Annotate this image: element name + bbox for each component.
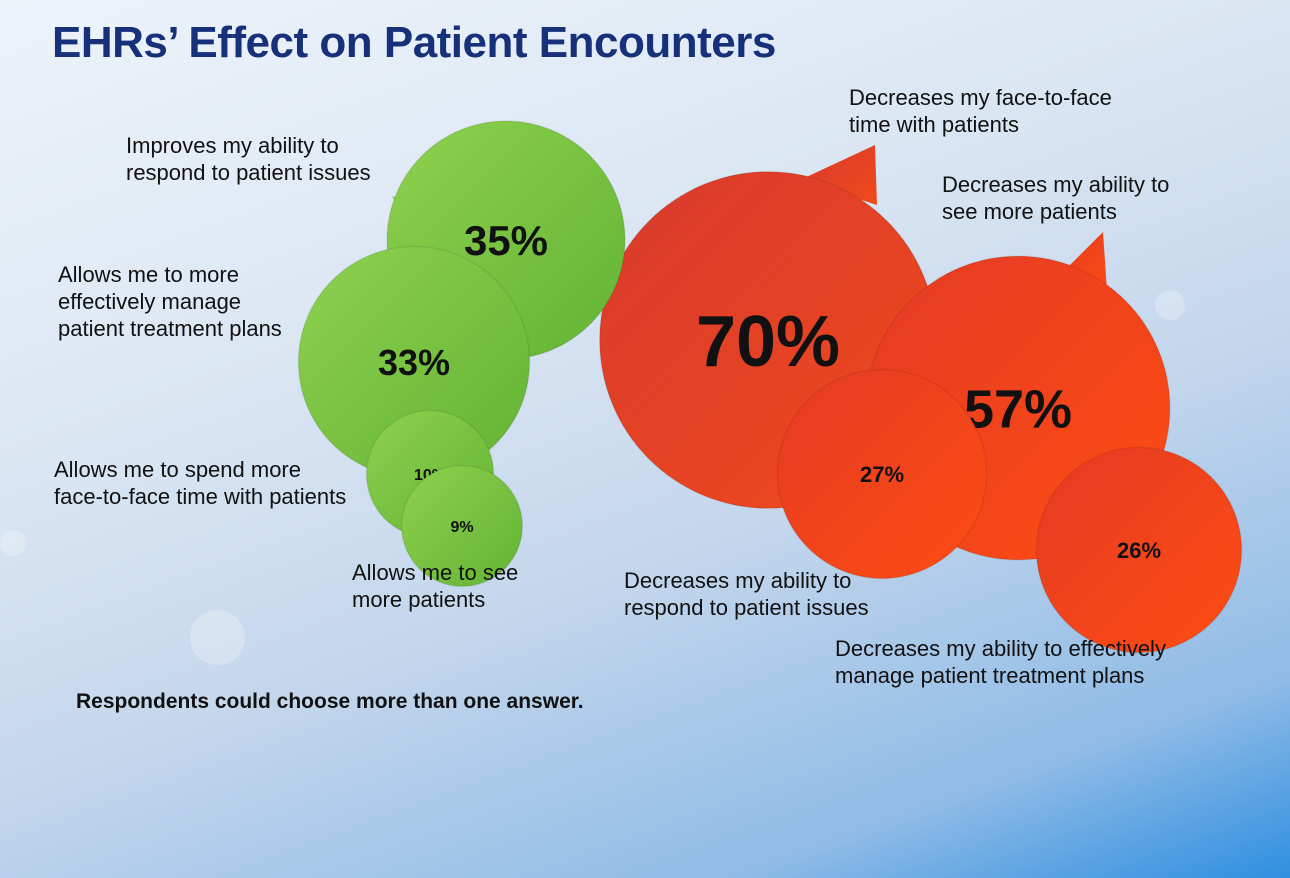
- decorative-glow: [1155, 290, 1185, 320]
- footnote: Respondents could choose more than one a…: [76, 690, 584, 713]
- decorative-glow: [0, 530, 26, 556]
- bubble-value-label: 26%: [1117, 538, 1161, 563]
- decorative-glow: [190, 610, 245, 665]
- label-negative-respond-issues: Decreases my ability to respond to patie…: [624, 568, 869, 620]
- label-positive-respond-issues: Improves my ability to respond to patien…: [126, 133, 371, 185]
- bubble-decreases-manage-plans: 26%: [1035, 446, 1243, 654]
- bubble-manage-plans: 33%: [297, 245, 531, 479]
- bubble-value-label: 33%: [378, 342, 450, 383]
- bubble-circle: [1035, 446, 1243, 654]
- bubble-circle: [776, 368, 988, 580]
- bubble-value-label: 57%: [964, 379, 1072, 439]
- label-negative-see-patients: Decreases my ability to see more patient…: [942, 172, 1170, 224]
- bubble-value-label: 27%: [860, 462, 904, 487]
- bubble-circle: [400, 464, 524, 588]
- bubble-value-label: 70%: [696, 302, 840, 382]
- label-positive-face-time: Allows me to spend more face-to-face tim…: [54, 457, 347, 509]
- label-negative-face-time: Decreases my face-to-face time with pati…: [849, 85, 1112, 137]
- bubble-decreases-respond-issues: 27%: [776, 368, 988, 580]
- bubble-see-patients: 9%: [400, 464, 524, 588]
- bubble-value-label: 9%: [450, 519, 473, 536]
- label-positive-manage-plans: Allows me to more effectively manage pat…: [58, 262, 282, 341]
- label-positive-see-patients: Allows me to see more patients: [352, 560, 519, 612]
- chart-title: EHRs’ Effect on Patient Encounters: [52, 18, 776, 67]
- bubble-tail: [800, 145, 877, 205]
- bubble-value-label: 35%: [464, 217, 548, 264]
- label-negative-manage-plans: Decreases my ability to effectively mana…: [835, 636, 1166, 688]
